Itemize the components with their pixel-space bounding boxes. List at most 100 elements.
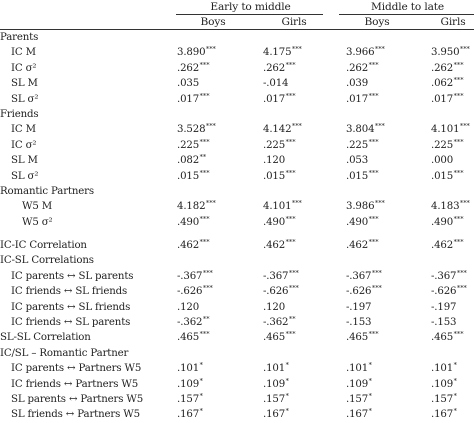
cell-value: -.153 [431, 317, 457, 329]
cell-value: .039 [346, 78, 369, 90]
cell-value: .490 [263, 216, 286, 228]
significance-marker: *** [285, 137, 296, 146]
cell-value: .262 [431, 62, 454, 74]
cell-value: .101 [263, 363, 286, 375]
value-cell: .062*** [431, 76, 463, 91]
table-row: SL M .035 -.014 .039 .062*** [0, 76, 474, 91]
table-body: Parents IC M 3.890*** 4.175*** 3.966*** 3.950… [0, 30, 474, 423]
cell-value: -.626 [263, 286, 289, 298]
significance-marker: *** [374, 199, 385, 208]
cell-value: -.626 [346, 286, 372, 298]
significance-marker: * [453, 376, 457, 385]
cell-value: 3.986 [346, 201, 375, 213]
row-label: SL M [11, 78, 38, 90]
column-header-girls: Girls [440, 16, 466, 28]
value-cell: .000 [431, 153, 453, 168]
value-cell: .015*** [263, 169, 295, 184]
value-cell: .462*** [263, 238, 295, 253]
cell-value: .015 [346, 170, 369, 182]
table-row: IC M 3.890*** 4.175*** 3.966*** 3.950*** [0, 45, 474, 60]
significance-marker: *** [374, 122, 385, 131]
cell-value: .462 [177, 240, 200, 252]
value-cell: 4.182*** [177, 199, 216, 214]
value-cell: .262*** [177, 61, 209, 76]
significance-marker: *** [368, 330, 379, 339]
significance-marker: *** [205, 122, 216, 131]
cell-value: .225 [177, 139, 200, 151]
cell-value: 4.182 [177, 201, 206, 213]
cell-value: .157 [431, 393, 454, 405]
significance-marker: *** [453, 214, 464, 223]
table-row: IC M 3.528*** 4.142*** 3.804*** 4.101*** [0, 122, 474, 137]
value-cell: .101* [177, 361, 203, 376]
cell-value: .120 [263, 155, 286, 167]
significance-marker: *** [453, 137, 464, 146]
value-cell: -.362** [177, 315, 209, 330]
value-cell: -.626*** [346, 284, 382, 299]
value-cell: -.626*** [177, 284, 213, 299]
cell-value: .120 [177, 301, 200, 313]
significance-marker: * [368, 391, 372, 400]
value-cell: 3.986*** [346, 199, 385, 214]
significance-marker: *** [285, 214, 296, 223]
cell-value: .101 [346, 363, 369, 375]
cell-value: .109 [263, 378, 286, 390]
value-cell: .225*** [177, 138, 209, 153]
table-header: Early to middle Middle to late Boys Girl… [0, 0, 474, 30]
cell-value: 4.175 [263, 47, 292, 59]
row-label: IC σ² [11, 139, 37, 151]
row-label: SL σ² [11, 93, 39, 105]
cell-value: .462 [431, 240, 454, 252]
section-row: SL-SL Correlation .465*** .465*** .465*** .4… [0, 330, 474, 345]
value-cell: .109* [346, 377, 372, 392]
column-header-girls: Girls [281, 16, 307, 28]
value-cell: 4.183*** [431, 199, 470, 214]
row-label: SL friends ↔ Partners W5 [11, 409, 140, 421]
cell-value: 3.950 [431, 47, 460, 59]
cell-value: -.367 [263, 270, 289, 282]
value-cell: .462*** [431, 238, 463, 253]
significance-marker: *** [368, 214, 379, 223]
significance-marker: *** [291, 199, 302, 208]
value-cell: .015*** [431, 169, 463, 184]
cell-value: -.362 [263, 317, 289, 329]
cell-value: .167 [346, 409, 369, 421]
cell-value: .120 [263, 301, 286, 313]
value-cell: -.197 [431, 300, 457, 315]
table-row: IC parents ↔ SL friends .120 .120 -.197 -.19… [0, 300, 474, 315]
cell-value: .490 [431, 216, 454, 228]
cell-value: .465 [431, 332, 454, 344]
significance-marker: *** [199, 91, 210, 100]
significance-marker: *** [459, 122, 470, 131]
significance-marker: *** [368, 91, 379, 100]
table-row: W5 M 4.182*** 4.101*** 3.986*** 4.183*** [0, 199, 474, 214]
significance-marker: ** [202, 315, 210, 324]
significance-marker: *** [291, 45, 302, 54]
significance-marker: *** [285, 60, 296, 69]
value-cell: 4.175*** [263, 45, 302, 60]
cell-value: .000 [431, 155, 454, 167]
cell-value: .109 [177, 378, 200, 390]
value-cell: .109* [431, 377, 457, 392]
value-cell: .262*** [431, 61, 463, 76]
significance-marker: *** [199, 60, 210, 69]
row-label: SL σ² [11, 170, 39, 182]
significance-marker: ** [288, 315, 296, 324]
header-rule [0, 29, 474, 30]
cell-value: 3.528 [177, 124, 206, 136]
row-label: IC parents ↔ SL parents [11, 270, 134, 282]
table-row: IC friends ↔ SL friends -.626*** -.626*** -… [0, 284, 474, 299]
value-cell: 3.528*** [177, 122, 216, 137]
cell-value: .490 [346, 216, 369, 228]
value-cell: .167* [177, 407, 203, 422]
significance-marker: *** [453, 60, 464, 69]
significance-marker: *** [371, 268, 382, 277]
value-cell: -.367*** [346, 269, 382, 284]
cell-value: .101 [177, 363, 200, 375]
value-cell: .120 [263, 153, 285, 168]
row-label: IC σ² [11, 62, 37, 74]
value-cell: .120 [263, 300, 285, 315]
group-rule [339, 14, 474, 15]
cell-value: 4.101 [431, 124, 460, 136]
section-row: Parents [0, 30, 474, 45]
